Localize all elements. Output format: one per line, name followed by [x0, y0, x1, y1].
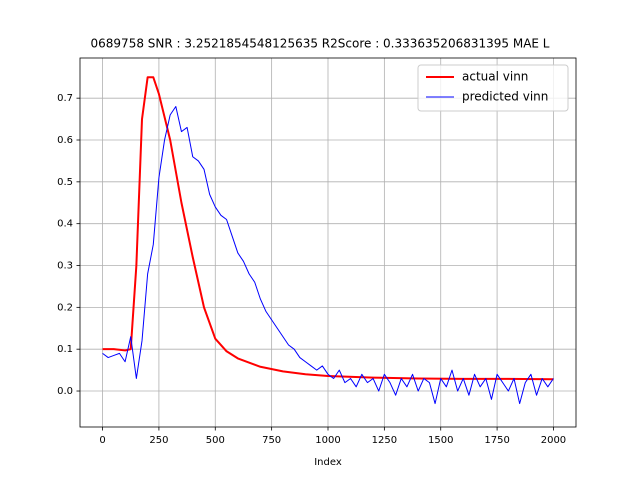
y-tick-label: 0.3 — [57, 261, 73, 272]
chart-title: 0689758 SNR : 3.2521854548125635 R2Score… — [91, 37, 550, 51]
x-tick-label: 500 — [206, 435, 225, 446]
y-tick-label: 0.0 — [57, 386, 73, 397]
x-tick-label: 1250 — [372, 435, 397, 446]
series-line — [102, 76, 554, 381]
x-tick-label: 1500 — [428, 435, 453, 446]
x-tick-label: 1750 — [484, 435, 509, 446]
x-tick-label: 1000 — [315, 435, 340, 446]
y-tick-label: 0.6 — [57, 135, 73, 146]
x-axis-label: Index — [314, 457, 342, 468]
x-tick-label: 2000 — [541, 435, 566, 446]
y-tick-label: 0.5 — [57, 177, 73, 188]
y-tick-label: 0.1 — [57, 344, 73, 355]
plot-frame — [79, 57, 577, 428]
y-tick-label: 0.4 — [57, 219, 73, 230]
legend-box — [417, 64, 569, 112]
y-tick-label: 0.7 — [57, 93, 73, 104]
x-tick-label: 0 — [99, 435, 105, 446]
y-tick-label: 0.2 — [57, 302, 73, 313]
series-line — [102, 106, 554, 405]
legend-label: predicted vinn — [462, 90, 548, 104]
legend-label: actual vinn — [462, 70, 528, 84]
x-tick-label: 750 — [262, 435, 281, 446]
x-tick-label: 250 — [149, 435, 168, 446]
